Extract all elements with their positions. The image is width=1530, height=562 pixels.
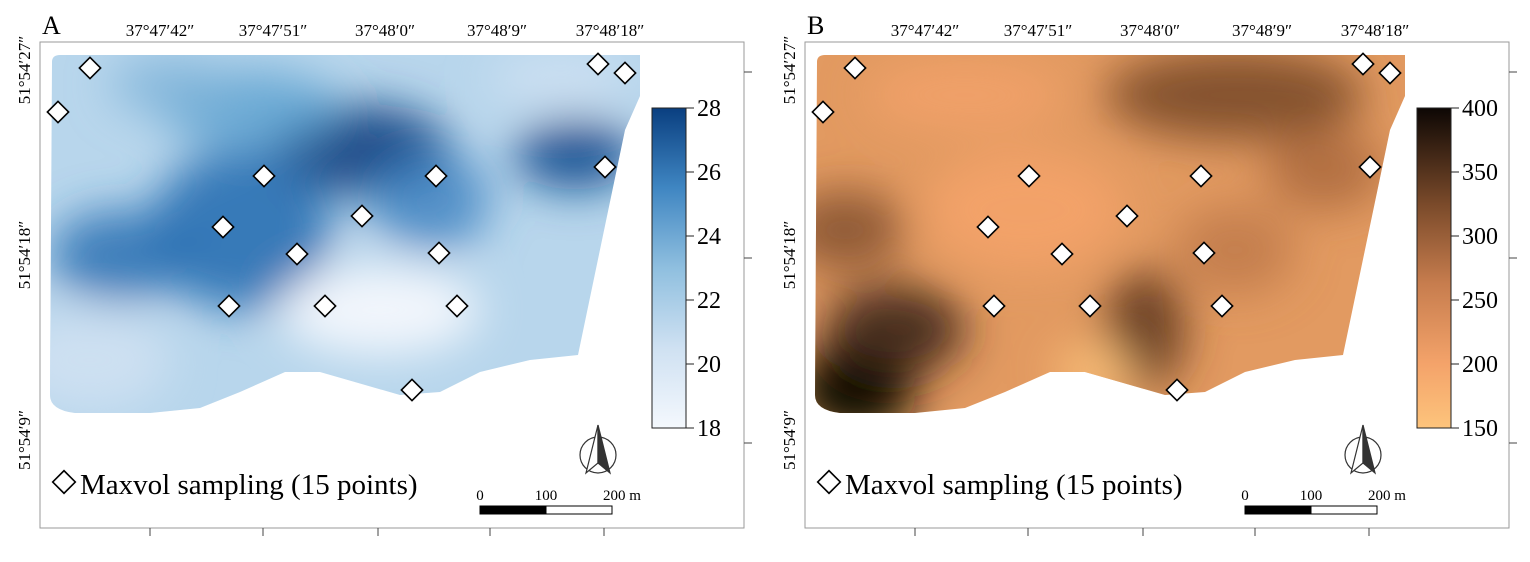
colorbar-tick-label: 22 — [697, 288, 721, 314]
colorbar-tick-label: 20 — [697, 352, 721, 378]
colorbar-ramp — [651, 107, 687, 429]
sample-point-marker — [1210, 294, 1234, 318]
lon-label: 37°48′18″ — [1341, 21, 1410, 40]
latitude-labels: 51°54′27″ 51°54′18″ 51°54′9″ — [780, 36, 799, 470]
colorbar-tick-label: 18 — [697, 416, 721, 442]
lon-label: 37°48′9″ — [1232, 21, 1292, 40]
sample-point-marker — [1351, 52, 1375, 76]
scale-bar: 0 100 200 m — [476, 488, 641, 515]
lat-label: 51°54′27″ — [15, 36, 34, 105]
lon-label: 37°48′0″ — [355, 21, 415, 40]
sample-point-marker — [1165, 378, 1189, 402]
sample-point-marker — [976, 215, 1000, 239]
sample-point-marker — [211, 215, 235, 239]
lat-label: 51°54′9″ — [780, 410, 799, 470]
sample-point-marker — [1050, 242, 1074, 266]
scale-label: 200 m — [1368, 488, 1406, 504]
longitude-labels: 37°47′42″ 37°47′51″ 37°48′0″ 37°48′9″ 37… — [126, 21, 645, 40]
lon-label: 37°48′9″ — [467, 21, 527, 40]
sample-point-marker — [1358, 155, 1382, 179]
legend: Maxvol sampling (15 points) — [51, 469, 418, 501]
scale-label: 0 — [476, 488, 484, 504]
sample-point-marker — [445, 294, 469, 318]
colorbar-tick-label: 150 — [1462, 416, 1498, 442]
sample-point-marker — [252, 164, 276, 188]
sample-point-marker — [811, 100, 835, 124]
sample-point-marker — [1378, 61, 1402, 85]
legend-label: Maxvol sampling (15 points) — [845, 469, 1183, 501]
scale-label: 100 — [1300, 488, 1323, 504]
colorbar-tick-label: 24 — [697, 224, 721, 250]
colorbar-tick-label: 200 — [1462, 352, 1498, 378]
colorbar-tick-label: 26 — [697, 160, 721, 186]
scale-label: 100 — [535, 488, 558, 504]
lon-label: 37°48′0″ — [1120, 21, 1180, 40]
panel-a: A 37°47′42″ 37°47′51″ 37°48′0″ 37°48′9″ — [15, 11, 752, 536]
colorbar-tick-label: 250 — [1462, 288, 1498, 314]
lon-label: 37°47′51″ — [239, 21, 308, 40]
panel-letter: A — [42, 11, 61, 40]
axis-ticks — [914, 71, 1517, 536]
sample-point-marker — [350, 204, 374, 228]
lat-label: 51°54′18″ — [15, 221, 34, 290]
sampling-points — [811, 52, 1402, 402]
legend-label: Maxvol sampling (15 points) — [80, 469, 418, 501]
axis-ticks — [149, 71, 752, 536]
lat-label: 51°54′27″ — [780, 36, 799, 105]
raster-surface — [50, 55, 640, 413]
lon-label: 37°48′18″ — [576, 21, 645, 40]
sample-point-marker — [1115, 204, 1139, 228]
lat-label: 51°54′18″ — [780, 221, 799, 290]
lon-label: 37°47′51″ — [1004, 21, 1073, 40]
diamond-marker-icon — [51, 469, 77, 495]
sample-point-marker — [843, 56, 867, 80]
sample-point-marker — [1189, 164, 1213, 188]
colorbar-tick-label: 400 — [1462, 96, 1498, 122]
sample-point-marker — [1017, 164, 1041, 188]
sample-point-marker — [1078, 294, 1102, 318]
sample-point-marker — [586, 52, 610, 76]
legend: Maxvol sampling (15 points) — [816, 469, 1183, 501]
sample-point-marker — [217, 294, 241, 318]
sample-point-marker — [593, 155, 617, 179]
sample-point-marker — [613, 61, 637, 85]
sampling-points — [46, 52, 637, 402]
sample-point-marker — [1192, 241, 1216, 265]
lon-label: 37°47′42″ — [126, 21, 195, 40]
lon-label: 37°47′42″ — [891, 21, 960, 40]
colorbar-ramp — [1416, 107, 1452, 429]
sample-point-marker — [46, 100, 70, 124]
scale-label: 200 m — [603, 488, 641, 504]
panel-b: B 37°47′42″ 37°47′51″ 37°48′0″ 37°48′9″ … — [780, 11, 1517, 536]
sample-point-marker — [400, 378, 424, 402]
latitude-labels: 51°54′27″ 51°54′18″ 51°54′9″ — [15, 36, 34, 470]
colorbar: 28 26 24 22 20 18 — [651, 96, 721, 442]
colorbar: 400 350 300 250 200 150 — [1416, 96, 1498, 442]
sample-point-marker — [78, 56, 102, 80]
scale-label: 0 — [1241, 488, 1249, 504]
colorbar-tick-label: 28 — [697, 96, 721, 122]
colorbar-tick-label: 300 — [1462, 224, 1498, 250]
longitude-labels: 37°47′42″ 37°47′51″ 37°48′0″ 37°48′9″ 37… — [891, 21, 1410, 40]
colorbar-tick-label: 350 — [1462, 160, 1498, 186]
sample-point-marker — [982, 294, 1006, 318]
sample-point-marker — [285, 242, 309, 266]
panel-letter: B — [807, 11, 824, 40]
sample-point-marker — [424, 164, 448, 188]
scale-bar: 0 100 200 m — [1241, 488, 1406, 515]
raster-surface — [815, 55, 1405, 413]
lat-label: 51°54′9″ — [15, 410, 34, 470]
diamond-marker-icon — [816, 469, 842, 495]
sample-point-marker — [313, 294, 337, 318]
sample-point-marker — [427, 241, 451, 265]
